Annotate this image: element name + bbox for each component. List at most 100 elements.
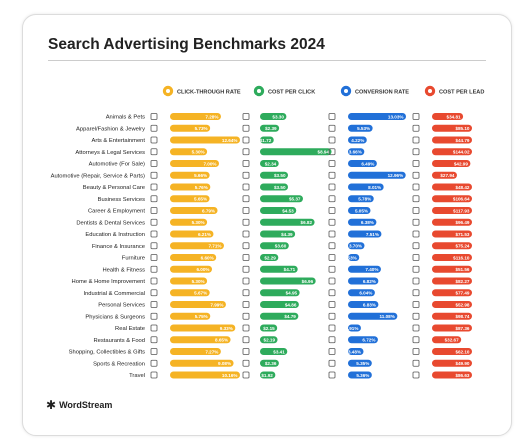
bar xyxy=(348,324,361,332)
row-icon xyxy=(150,195,158,203)
bar xyxy=(170,324,236,332)
brand-name: WordStream xyxy=(59,400,113,410)
row-icon xyxy=(150,254,158,261)
header-icon-dot-3 xyxy=(344,89,348,93)
data-label: 5.67% xyxy=(194,291,207,296)
data-label: $4.39 xyxy=(281,232,293,237)
row-icon xyxy=(328,312,336,320)
bar xyxy=(260,277,316,285)
bar xyxy=(170,136,240,144)
row-icon xyxy=(412,289,420,297)
bar xyxy=(348,148,365,156)
bar xyxy=(432,254,472,261)
data-label: 3.66% xyxy=(349,150,362,155)
bar xyxy=(170,183,211,191)
header-icon-dot-1 xyxy=(166,89,170,93)
data-label: 8.01% xyxy=(368,185,381,190)
data-label: $4.79 xyxy=(284,314,296,319)
row-icon xyxy=(328,218,336,226)
bar xyxy=(260,207,297,214)
data-label: 5.05% xyxy=(355,208,368,213)
row-icon xyxy=(412,148,420,156)
row-icon xyxy=(412,113,420,120)
data-label: $8.94 xyxy=(318,150,330,155)
data-label: 5.30% xyxy=(192,279,205,284)
row-icon xyxy=(150,171,158,179)
data-label: 5.65% xyxy=(194,197,207,202)
row-icon xyxy=(412,312,420,320)
data-label: $52.98 xyxy=(455,302,469,307)
row-icon xyxy=(412,265,420,273)
data-label: 5.73% xyxy=(195,126,208,131)
header-label-3: CONVERSION RATE xyxy=(355,89,409,95)
bar xyxy=(170,171,210,179)
data-label: $87.36 xyxy=(455,326,469,331)
row-icon xyxy=(150,265,158,273)
row-icon xyxy=(412,124,420,132)
row-icon xyxy=(150,136,158,144)
category-label: Industrial & Commercial xyxy=(83,291,145,297)
data-label: $82.27 xyxy=(455,279,469,284)
row-icon xyxy=(150,324,158,332)
data-label: $144.02 xyxy=(453,150,470,155)
bar xyxy=(348,124,373,132)
row-icon xyxy=(242,336,250,344)
header-label-4: COST PER LEAD xyxy=(439,89,484,95)
data-label: 6.04% xyxy=(359,291,372,296)
row-icon xyxy=(150,348,158,355)
category-label: Personal Services xyxy=(98,303,145,309)
data-label: 6.38% xyxy=(361,220,374,225)
row-icon xyxy=(150,148,158,156)
bar xyxy=(348,207,371,214)
bar xyxy=(348,136,367,144)
row-icon xyxy=(328,113,336,120)
data-label: $3.60 xyxy=(275,244,287,249)
row-icon xyxy=(242,136,250,144)
bar xyxy=(170,207,218,214)
bar xyxy=(348,277,379,285)
category-label: Arts & Entertainment xyxy=(92,138,146,144)
data-label: 6.21% xyxy=(198,232,211,237)
bar xyxy=(432,136,472,144)
row-icon xyxy=(328,348,336,355)
data-label: $3.50 xyxy=(274,173,286,178)
data-label: $98.74 xyxy=(455,314,469,319)
category-label: Dentists & Dental Services xyxy=(76,220,145,226)
row-icon xyxy=(150,242,158,250)
data-label: 5.76% xyxy=(195,185,208,190)
row-icon xyxy=(242,230,250,238)
category-label: Career & Employment xyxy=(88,209,145,215)
bar xyxy=(348,289,375,297)
bar xyxy=(432,113,464,120)
row-icon xyxy=(412,348,420,355)
category-label: Home & Home Improvement xyxy=(72,279,146,285)
bar xyxy=(260,289,300,297)
bar xyxy=(170,160,219,167)
data-label: 6.82% xyxy=(363,279,376,284)
row-icon xyxy=(242,371,250,379)
category-label: Shopping, Collectibles & Gifts xyxy=(69,350,145,356)
bar xyxy=(432,183,472,191)
bar xyxy=(260,336,278,344)
bar xyxy=(348,371,372,379)
data-label: 5.30% xyxy=(192,220,205,225)
bar xyxy=(432,336,462,344)
bar xyxy=(170,254,217,261)
data-label: 6.83% xyxy=(363,302,376,307)
category-label: Automotive (Repair, Service & Parts) xyxy=(51,173,145,179)
data-label: $3.41 xyxy=(273,349,285,354)
data-label: 6.60% xyxy=(201,255,214,260)
bar xyxy=(432,218,472,226)
data-label: 3.48% xyxy=(348,349,361,354)
row-icon xyxy=(150,230,158,238)
data-label: 6.49% xyxy=(361,161,374,166)
row-icon xyxy=(150,124,158,132)
row-icon xyxy=(242,265,250,273)
bar xyxy=(432,301,472,308)
bar xyxy=(432,230,472,238)
row-icon xyxy=(242,359,250,367)
row-icon xyxy=(328,359,336,367)
row-icon xyxy=(328,336,336,344)
bar xyxy=(432,312,472,320)
